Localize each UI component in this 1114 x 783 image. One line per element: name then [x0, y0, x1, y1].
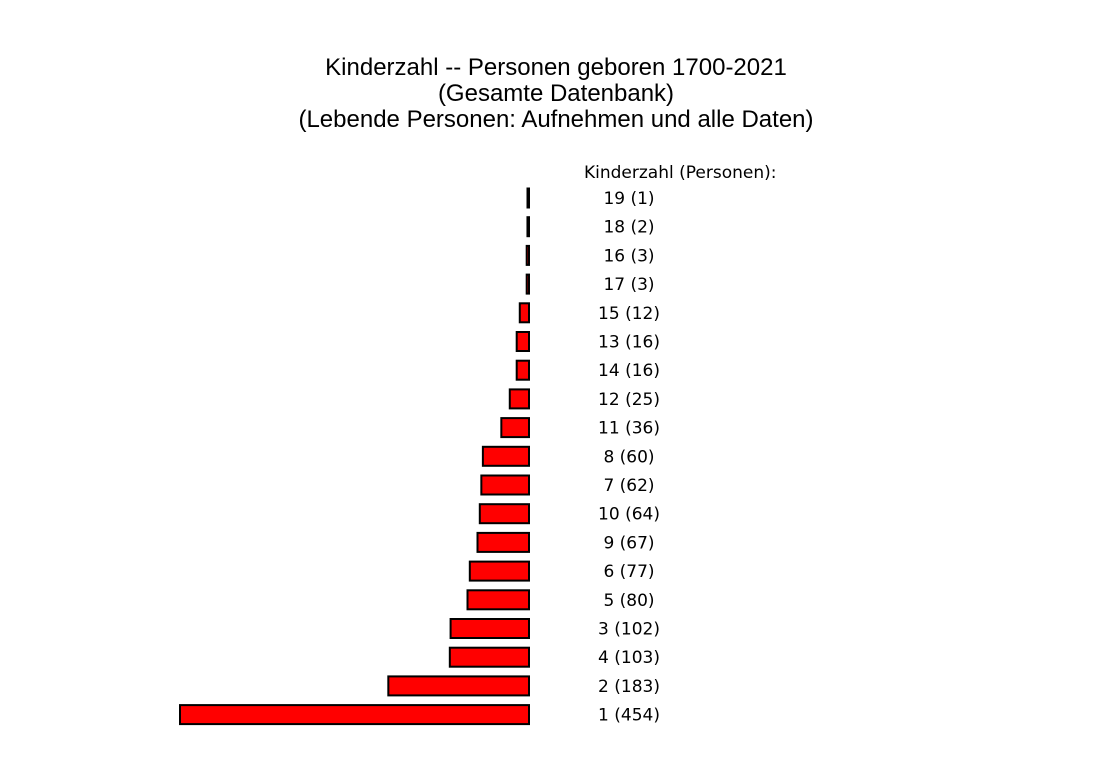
- bar-label-8: 8 (60): [603, 447, 654, 467]
- bar-17: [525, 273, 531, 295]
- bar-label-5: 5 (80): [603, 591, 654, 611]
- bar-label-16: 16 (3): [603, 246, 654, 266]
- bar-5: [466, 589, 530, 611]
- bar-15: [518, 302, 531, 324]
- label-group: 19 (1) 18 (2) 16 (3) 17 (3) 15 (12) 13 (16) 14…: [598, 189, 660, 726]
- bar-12: [508, 388, 530, 410]
- bar-label-13: 13 (16): [598, 333, 660, 353]
- chart-title-line-1: Kinderzahl -- Personen geboren 1700-2021: [325, 54, 787, 81]
- bar-7: [480, 474, 530, 496]
- bar-label-6: 6 (77): [603, 562, 654, 582]
- bar-18: [526, 216, 531, 238]
- bar-10: [478, 503, 530, 525]
- bar-label-15: 15 (12): [598, 304, 660, 324]
- bar-8: [481, 445, 531, 467]
- bar-1: [179, 704, 530, 726]
- bar-9: [476, 531, 530, 553]
- bar-label-12: 12 (25): [598, 390, 660, 410]
- bar-4: [448, 646, 531, 668]
- chart-title-line-2: (Gesamte Datenbank): [438, 80, 674, 107]
- bar-label-10: 10 (64): [598, 505, 660, 525]
- bar-label-7: 7 (62): [603, 476, 654, 496]
- bar-label-19: 19 (1): [603, 189, 654, 209]
- bar-19: [526, 187, 530, 209]
- bar-label-2: 2 (183): [598, 677, 660, 697]
- bar-label-11: 11 (36): [598, 419, 660, 439]
- bar-label-17: 17 (3): [603, 275, 654, 295]
- bar-11: [500, 417, 530, 439]
- bar-3: [449, 618, 530, 639]
- legend-title: Kinderzahl (Personen):: [584, 163, 776, 183]
- bar-13: [515, 331, 531, 352]
- bar-label-9: 9 (67): [603, 533, 654, 553]
- bar-2: [387, 675, 530, 697]
- bar-label-14: 14 (16): [598, 361, 660, 381]
- bar-group: [179, 187, 531, 726]
- bar-14: [515, 359, 531, 381]
- bar-label-18: 18 (2): [603, 218, 654, 238]
- bar-label-1: 1 (454): [598, 706, 660, 726]
- bar-16: [525, 244, 531, 266]
- bar-label-3: 3 (102): [598, 620, 660, 640]
- bar-label-4: 4 (103): [598, 648, 660, 668]
- chart-title-line-3: (Lebende Personen: Aufnehmen und alle Da…: [298, 106, 813, 133]
- bar-6: [468, 560, 530, 582]
